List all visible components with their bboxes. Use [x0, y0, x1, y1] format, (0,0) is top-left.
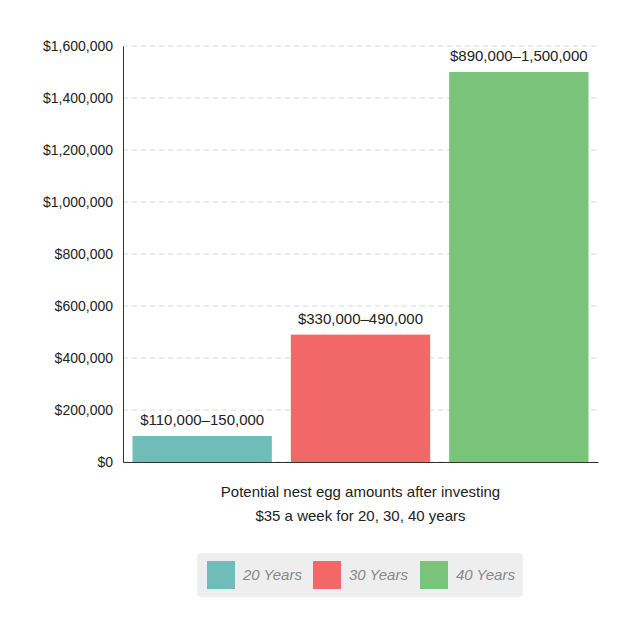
- annotation: $330,000–490,000: [298, 310, 423, 327]
- y-tick-label: $400,000: [55, 350, 114, 366]
- y-tick-label: $800,000: [55, 246, 114, 262]
- y-tick-label: $600,000: [55, 298, 114, 314]
- legend-swatch: [313, 561, 341, 589]
- bar: [133, 436, 272, 462]
- y-tick: $800,000: [55, 246, 123, 262]
- y-tick: $1,000,000: [43, 194, 123, 210]
- legend-label: 30 Years: [349, 566, 408, 583]
- y-tick: $1,600,000: [43, 38, 123, 54]
- y-tick-label: $0: [97, 454, 113, 470]
- y-tick: $200,000: [55, 402, 123, 418]
- y-tick-label: $200,000: [55, 402, 114, 418]
- grid: [123, 46, 598, 462]
- legend-box: [197, 553, 523, 597]
- y-tick-label: $1,400,000: [43, 90, 113, 106]
- legend-label: 20 Years: [242, 566, 302, 583]
- y-tick-label: $1,600,000: [43, 38, 113, 54]
- y-axis-line: [123, 47, 124, 463]
- y-tick-label: $1,000,000: [43, 194, 113, 210]
- legend: 20 Years 30 Years 40 Years: [197, 553, 523, 597]
- x-axis-line: [124, 462, 599, 463]
- annotation: $110,000–150,000: [140, 411, 264, 428]
- y-tick: $1,400,000: [43, 90, 123, 106]
- y-tick: $1,200,000: [43, 142, 123, 158]
- legend-swatch: [207, 561, 235, 589]
- legend-swatch: [420, 561, 448, 589]
- chart: $0 $200,000 $400,000 $600,000 $800,000 $1,000…: [0, 0, 640, 639]
- y-tick: $0: [97, 454, 123, 470]
- y-tick: $600,000: [55, 298, 123, 314]
- annotation: $890,000–1,500,000: [450, 47, 588, 64]
- legend-label: 40 Years: [456, 566, 515, 583]
- bars: [133, 72, 589, 462]
- x-axis-title: Potential nest egg amounts after investi…: [221, 483, 500, 524]
- y-tick-label: $1,200,000: [43, 142, 113, 158]
- bar: [291, 335, 430, 462]
- x-axis: [124, 462, 599, 463]
- y-axis: $0 $200,000 $400,000 $600,000 $800,000 $1,000…: [43, 38, 124, 470]
- bar: [449, 72, 588, 462]
- y-tick: $400,000: [55, 350, 123, 366]
